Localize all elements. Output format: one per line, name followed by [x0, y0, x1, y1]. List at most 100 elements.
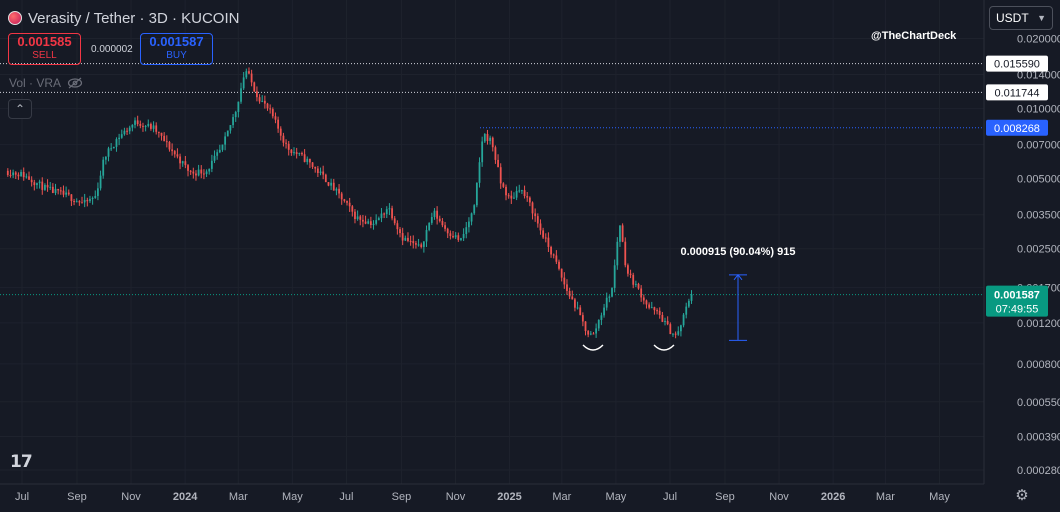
candle-body — [499, 167, 502, 184]
candle-body — [6, 170, 9, 175]
candle-body — [420, 244, 423, 247]
candle-body — [277, 119, 280, 129]
candle-body — [542, 230, 545, 238]
sell-button[interactable]: 0.001585 SELL — [8, 33, 81, 65]
candle-body — [330, 182, 333, 186]
buy-price: 0.001587 — [149, 34, 204, 49]
candle-body — [75, 201, 78, 203]
candle-body — [462, 233, 465, 239]
candle-body — [526, 196, 529, 198]
price-tick-label: 0.005000 — [1017, 174, 1060, 186]
candle-body — [399, 229, 401, 234]
candle-body — [152, 125, 155, 129]
candle-body — [587, 331, 590, 335]
candle-body — [65, 192, 68, 195]
candle-body — [216, 152, 219, 156]
measure-arrow — [733, 274, 743, 281]
time-tick-label: Sep — [715, 491, 735, 503]
candle-body — [446, 228, 449, 234]
candle-body — [356, 216, 359, 220]
time-tick-label: Nov — [446, 491, 466, 503]
level-price-tag — [986, 55, 1048, 72]
candle-body — [205, 171, 208, 175]
candle-body — [179, 156, 181, 164]
candles — [6, 67, 693, 339]
candle-body — [634, 283, 637, 285]
candle-body — [218, 149, 221, 153]
candle-body — [640, 288, 643, 298]
candle-body — [9, 174, 12, 176]
candle-body — [555, 255, 558, 262]
price-tick-label: 0.003500 — [1017, 210, 1060, 222]
candle-body — [648, 304, 651, 308]
candle-body — [62, 190, 65, 195]
gear-icon[interactable]: ⚙ — [1015, 487, 1029, 504]
candle-body — [536, 216, 539, 224]
candle-body — [603, 307, 605, 316]
candle-body — [568, 290, 571, 297]
candle-body — [311, 162, 314, 167]
candle-body — [263, 100, 266, 104]
chevron-up-icon: ⌃ — [14, 102, 26, 116]
candle-body — [240, 88, 242, 102]
candle-body — [17, 174, 20, 177]
price-tick-label: 0.002500 — [1017, 244, 1060, 256]
level-price-tag — [986, 84, 1048, 101]
candle-body — [690, 294, 693, 301]
price-tick-label: 0.020000 — [1017, 34, 1060, 46]
tradingview-logo-icon[interactable]: 17 — [10, 452, 33, 472]
candle-body — [685, 306, 688, 315]
candle-body — [322, 171, 325, 175]
time-tick-label: Mar — [552, 491, 571, 503]
bottom-arc-marker — [582, 344, 604, 351]
candle-body — [306, 158, 309, 162]
candle-body — [674, 333, 677, 335]
candle-body — [470, 213, 473, 222]
candle-body — [33, 182, 36, 186]
candle-body — [619, 225, 621, 242]
price-tick-label: 0.007000 — [1017, 140, 1060, 152]
candle-body — [600, 315, 603, 320]
candle-body — [412, 241, 415, 244]
price-tick-label: 0.000280 — [1017, 465, 1060, 477]
candle-body — [110, 148, 113, 150]
candle-body — [672, 333, 674, 335]
candle-body — [677, 331, 680, 335]
candle-body — [452, 236, 454, 238]
currency-selector[interactable]: USDT ▼ — [989, 6, 1053, 30]
candle-body — [669, 324, 672, 335]
time-axis: Jul Sep Nov 2024 Mar May Jul Sep Nov 2025 Mar May Ju… — [15, 491, 950, 503]
candle-body — [287, 143, 290, 150]
candle-body — [261, 100, 264, 102]
candle-body — [494, 147, 497, 160]
candle-body — [502, 183, 505, 187]
eye-hidden-icon[interactable] — [67, 77, 83, 89]
candle-body — [99, 175, 102, 189]
candle-body — [157, 131, 160, 133]
candle-body — [210, 160, 213, 169]
time-tick-label: May — [282, 491, 303, 503]
candle-body — [128, 127, 131, 132]
candle-body — [279, 128, 282, 136]
volume-indicator[interactable]: Vol · VRA — [9, 76, 83, 90]
candle-body — [650, 307, 653, 309]
candle-body — [632, 274, 635, 285]
candle-body — [687, 300, 690, 307]
candle-body — [213, 155, 216, 161]
candle-body — [507, 195, 510, 197]
collapse-legend-button[interactable]: ⌃ — [8, 99, 32, 119]
candle-body — [547, 237, 550, 247]
price-tick-label: 0.010000 — [1017, 104, 1060, 116]
candle-body — [46, 184, 49, 188]
candle-body — [86, 199, 89, 202]
symbol-title[interactable]: Verasity / Tether · 3D · KUCOIN — [28, 9, 240, 27]
candle-body — [544, 237, 547, 239]
candle-body — [372, 223, 375, 225]
buy-button[interactable]: 0.001587 BUY — [140, 33, 213, 65]
candle-body — [49, 186, 52, 188]
time-tick-label: Jul — [339, 491, 353, 503]
candle-body — [144, 125, 147, 127]
candle-body — [505, 186, 507, 196]
candle-body — [629, 273, 632, 275]
